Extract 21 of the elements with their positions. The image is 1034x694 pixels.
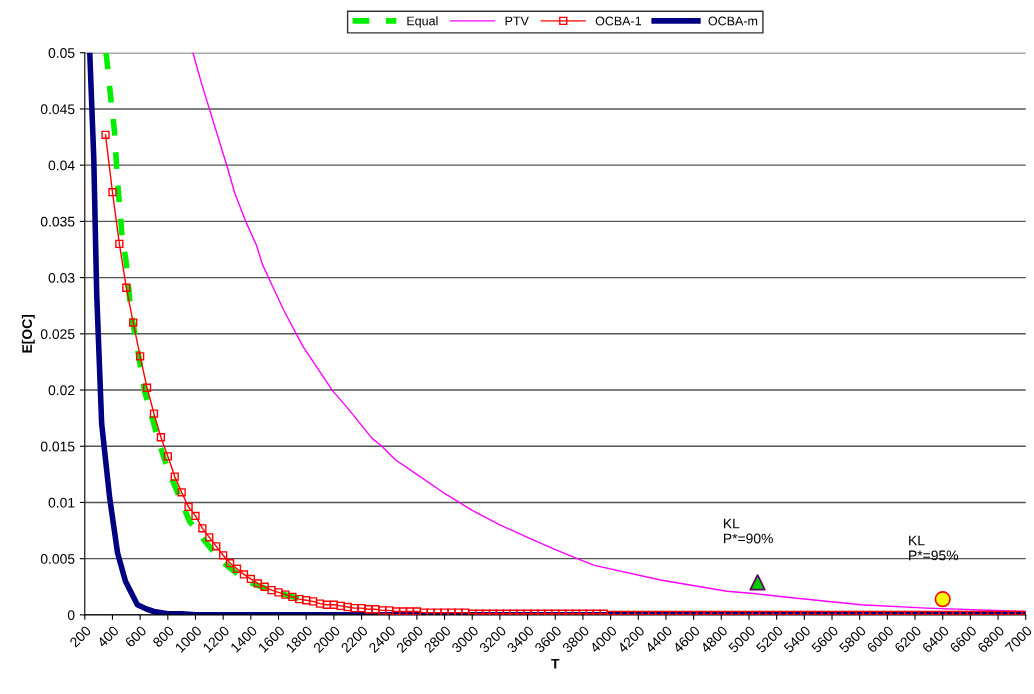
legend-label: PTV (505, 16, 529, 26)
y-tick-label: 0.05 (48, 48, 75, 58)
y-tick-label: 0.01 (48, 497, 75, 508)
y-tick-label: 0.03 (48, 272, 75, 283)
y-tick-label: 0.045 (40, 104, 75, 115)
legend-label: OCBA-m (708, 16, 758, 26)
x-tick-label: 800 (152, 625, 175, 648)
y-tick-label: 0.035 (40, 216, 75, 227)
x-tick-label: 200 (69, 625, 92, 648)
y-tick-label: 0.005 (40, 554, 75, 564)
legend-label: OCBA-1 (595, 16, 642, 26)
legend-label: Equal (407, 16, 438, 28)
x-axis-title: T (551, 658, 560, 669)
x-tick-label: 600 (124, 625, 147, 648)
y-tick-label: 0 (67, 610, 75, 621)
x-tick-label: 400 (96, 625, 120, 648)
y-tick-label: 0.025 (40, 329, 75, 339)
y-tick-label: 0.04 (48, 160, 75, 171)
y-axis-title: E[OC] (21, 314, 35, 353)
y-tick-label: 0.02 (48, 385, 75, 396)
y-tick-label: 0.015 (40, 441, 75, 452)
